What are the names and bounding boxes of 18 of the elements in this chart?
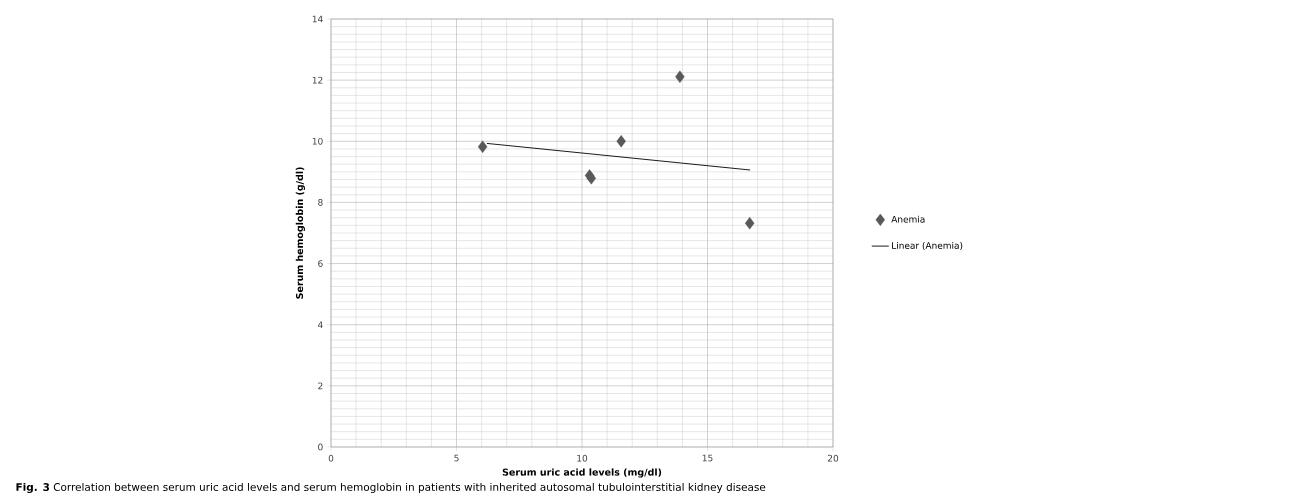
y-tick-label: 10 [312,137,323,145]
x-axis-title: Serum uric acid levels (mg/dl) [502,468,662,478]
x-tick-label: 15 [702,454,713,462]
text: Fig. 3 Correlation between serum uric acid levels and serum hemoglobin in patients with inherited autosomal tubulointerstitial kidney disease [16,482,766,494]
y-tick-label: 2 [318,382,323,390]
y-tick-label: 6 [318,260,323,267]
y-tick-label: 4 [317,321,323,328]
x-tick-label: 0 [328,454,334,462]
x-tick-label: 20 [827,454,839,462]
y-tick-label: 8 [318,199,323,206]
y-tick-label: 0 [318,443,323,451]
legend-label: Anemia [891,215,925,223]
legend-label: Linear (Anemia) [892,241,963,250]
x-tick-label: 10 [577,454,588,462]
y-tick-label: 14 [312,15,323,23]
y-axis-title: Serum hemoglobin (g/dl) [295,167,305,299]
y-tick-label: 12 [312,76,323,84]
x-tick-label: 5 [454,454,459,462]
